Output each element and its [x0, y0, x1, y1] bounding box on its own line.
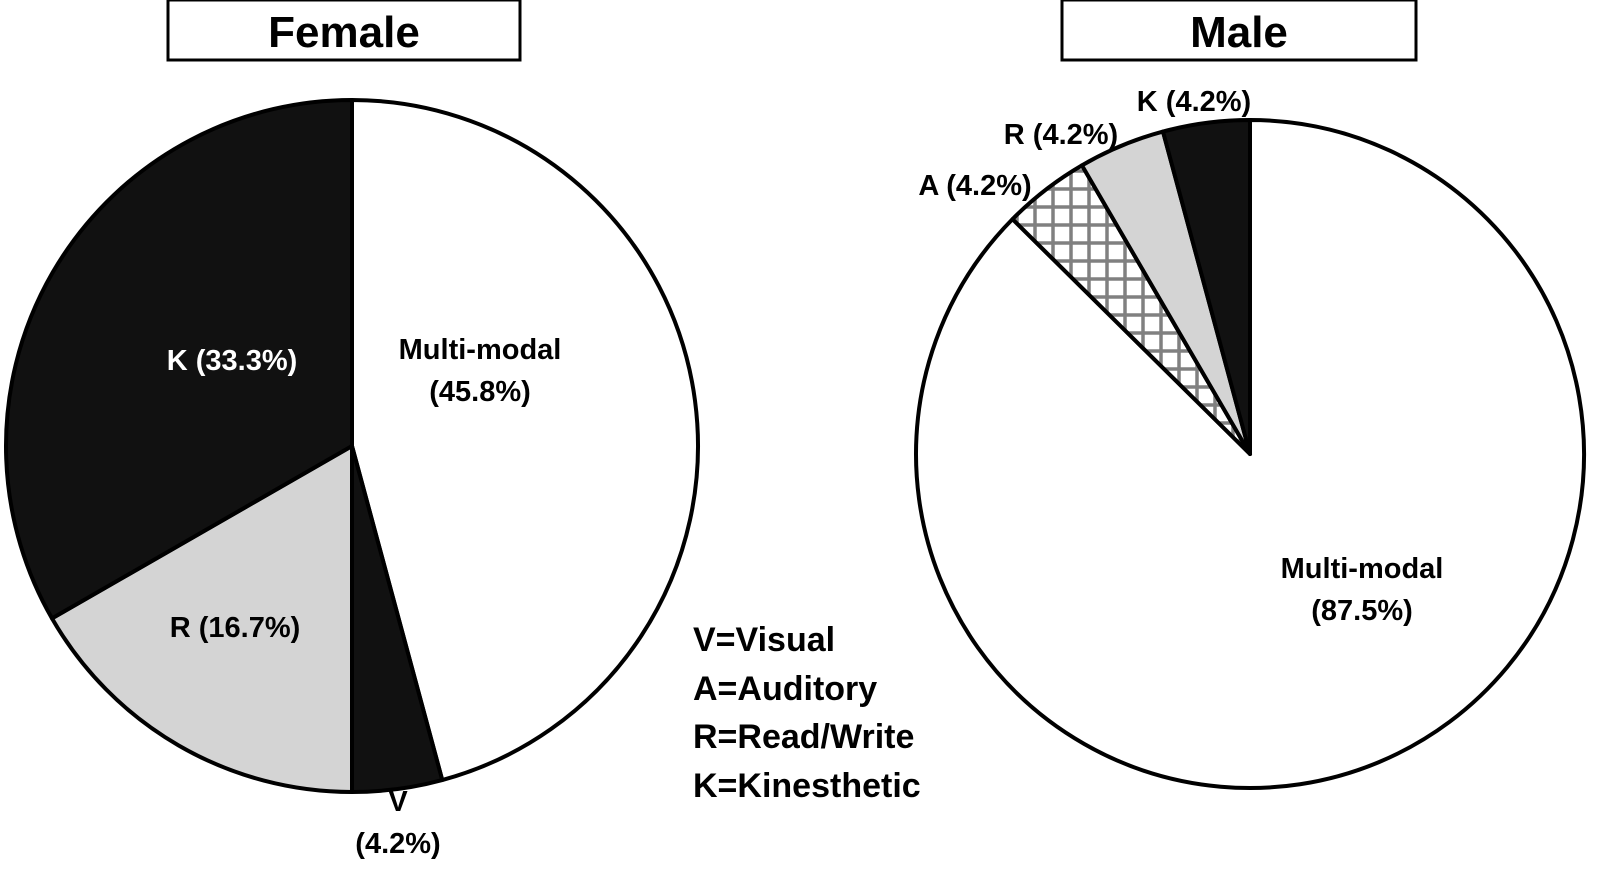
female-pie — [4, 98, 700, 794]
legend: V=Visual A=Auditory R=Read/Write K=Kines… — [693, 621, 921, 805]
male-label-r: R (4.2%) — [1004, 119, 1118, 151]
male-label-k-line: K (4.2%) — [1137, 86, 1251, 118]
female-label-k-line: K (33.3%) — [167, 345, 298, 377]
male-pie — [914, 118, 1586, 790]
male-label-multimodal-line: (87.5%) — [1311, 595, 1413, 627]
male-chart: Male Multi-modal (87.5%) A (4.2%) R (4.2%) K… — [914, 0, 1586, 790]
female-slice-multimodal — [350, 98, 700, 783]
female-label-v: V (4.2%) — [355, 786, 440, 860]
female-label-r-line: R (16.7%) — [170, 612, 301, 644]
female-label-multimodal-line: (45.8%) — [429, 376, 531, 408]
legend-item-read-write: R=Read/Write — [693, 718, 914, 756]
male-label-r-line: R (4.2%) — [1004, 119, 1118, 151]
male-labels: Multi-modal (87.5%) A (4.2%) R (4.2%) K (4.2… — [918, 86, 1443, 627]
legend-item-kinesthetic: K=Kinesthetic — [693, 767, 921, 805]
female-title: Female — [268, 8, 420, 57]
female-label-v-line: V — [388, 786, 408, 818]
female-label-k: K (33.3%) — [167, 345, 298, 377]
male-slice-k — [1160, 118, 1252, 456]
male-label-k: K (4.2%) — [1137, 86, 1251, 118]
female-label-r: R (16.7%) — [170, 612, 301, 644]
female-chart: Female Multi-modal (45.8%) V (4.2%) R (16.7%… — [4, 0, 700, 860]
female-label-multimodal-line: Multi-modal — [399, 334, 562, 366]
female-labels: Multi-modal (45.8%) V (4.2%) R (16.7%) K (33.… — [167, 334, 562, 860]
male-label-multimodal-line: Multi-modal — [1281, 553, 1444, 585]
male-label-a: A (4.2%) — [918, 170, 1031, 202]
female-label-multimodal: Multi-modal (45.8%) — [399, 334, 562, 408]
female-slice-r — [49, 444, 354, 794]
legend-item-auditory: A=Auditory — [693, 670, 877, 708]
male-label-multimodal: Multi-modal (87.5%) — [1281, 553, 1444, 627]
legend-item-visual: V=Visual — [693, 621, 835, 659]
female-slice-k — [4, 98, 354, 621]
female-title-box — [166, 0, 522, 62]
female-label-v-line: (4.2%) — [355, 828, 440, 860]
male-label-a-line: A (4.2%) — [918, 170, 1031, 202]
male-title-box — [1060, 0, 1418, 62]
male-title: Male — [1190, 8, 1288, 57]
